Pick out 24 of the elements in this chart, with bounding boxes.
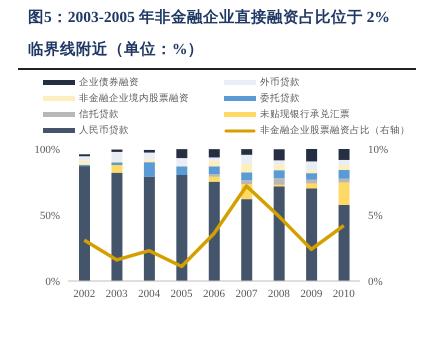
y2-tick-label: 5% xyxy=(368,210,383,222)
legend-label: 信托贷款 xyxy=(79,108,119,121)
x-tick-label: 2002 xyxy=(73,288,96,300)
chart-title: 图5：2003-2005 年非金融企业直接融资占比位于 2%临界线附近（单位：%） xyxy=(27,8,391,60)
x-tick-label: 2004 xyxy=(138,288,161,300)
y-tick-label: 0% xyxy=(45,276,60,288)
legend-label: 企业债券融资 xyxy=(79,76,139,89)
x-tick-label: 2009 xyxy=(300,288,323,300)
x-tick-label: 2010 xyxy=(332,288,356,300)
y-tick-label: 50% xyxy=(40,210,60,222)
legend-label: 未贴现银行承兑汇票 xyxy=(260,108,350,121)
y-tick-label: 100% xyxy=(34,144,60,156)
legend-label: 委托贷款 xyxy=(260,92,300,105)
x-tick-label: 2008 xyxy=(268,288,290,300)
x-tick-label: 2005 xyxy=(170,288,194,300)
x-tick-label: 2006 xyxy=(203,288,226,300)
legend-label: 人民币贷款 xyxy=(79,124,129,137)
x-tick-label: 2003 xyxy=(106,288,128,300)
x-tick-label: 2007 xyxy=(235,288,258,300)
legend-label: 非金融企业境内股票融资 xyxy=(79,92,189,105)
y2-tick-label: 10% xyxy=(368,144,388,156)
legend-label: 外币贷款 xyxy=(260,76,300,89)
legend-label: 非金融企业股票融资占比（右轴） xyxy=(260,124,410,137)
y2-tick-label: 0% xyxy=(368,276,383,288)
